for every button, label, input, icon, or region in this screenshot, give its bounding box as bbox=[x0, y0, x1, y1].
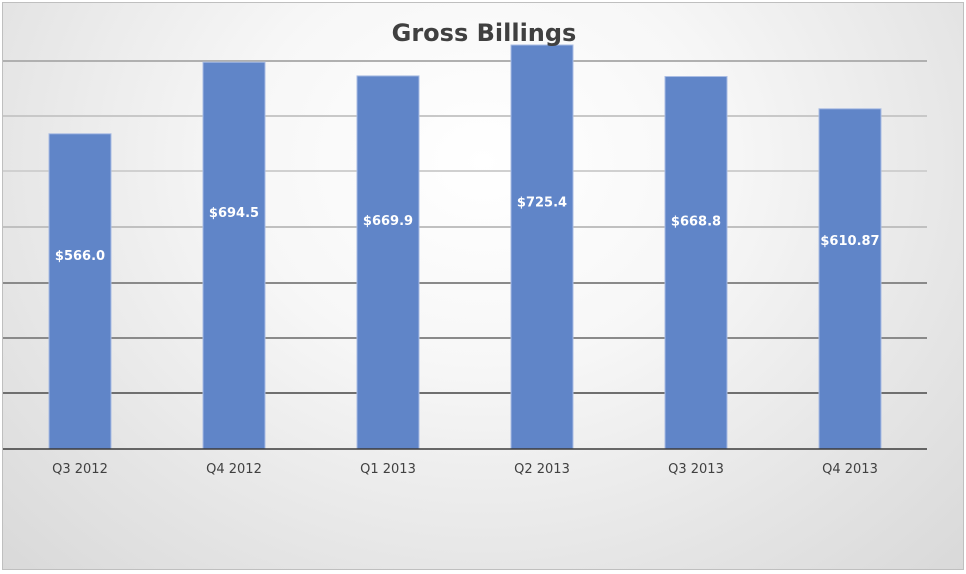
x-tick-label: Q1 2013 bbox=[360, 462, 416, 477]
data-label: $610.87 bbox=[820, 234, 879, 249]
bar bbox=[510, 44, 574, 450]
bar bbox=[48, 133, 112, 450]
data-label: $694.5 bbox=[209, 206, 259, 221]
bar bbox=[202, 61, 266, 450]
x-tick-label: Q4 2013 bbox=[822, 462, 878, 477]
chart-plot: $566.0 $694.5 $669.9 $725.4 $668.8 $610.87 Q3 … bbox=[3, 44, 927, 477]
bar bbox=[664, 76, 728, 450]
data-label: $669.9 bbox=[363, 214, 413, 229]
data-label: $668.8 bbox=[671, 215, 721, 230]
bar bbox=[356, 75, 420, 450]
chart-title: Gross Billings bbox=[391, 19, 577, 47]
x-tick-label: Q3 2012 bbox=[52, 462, 108, 477]
bar bbox=[818, 108, 882, 450]
x-tick-label: Q3 2013 bbox=[668, 462, 724, 477]
data-label: $725.4 bbox=[517, 196, 567, 211]
x-tick-label: Q2 2013 bbox=[514, 462, 570, 477]
x-tick-label: Q4 2012 bbox=[206, 462, 262, 477]
data-label: $566.0 bbox=[55, 249, 105, 264]
